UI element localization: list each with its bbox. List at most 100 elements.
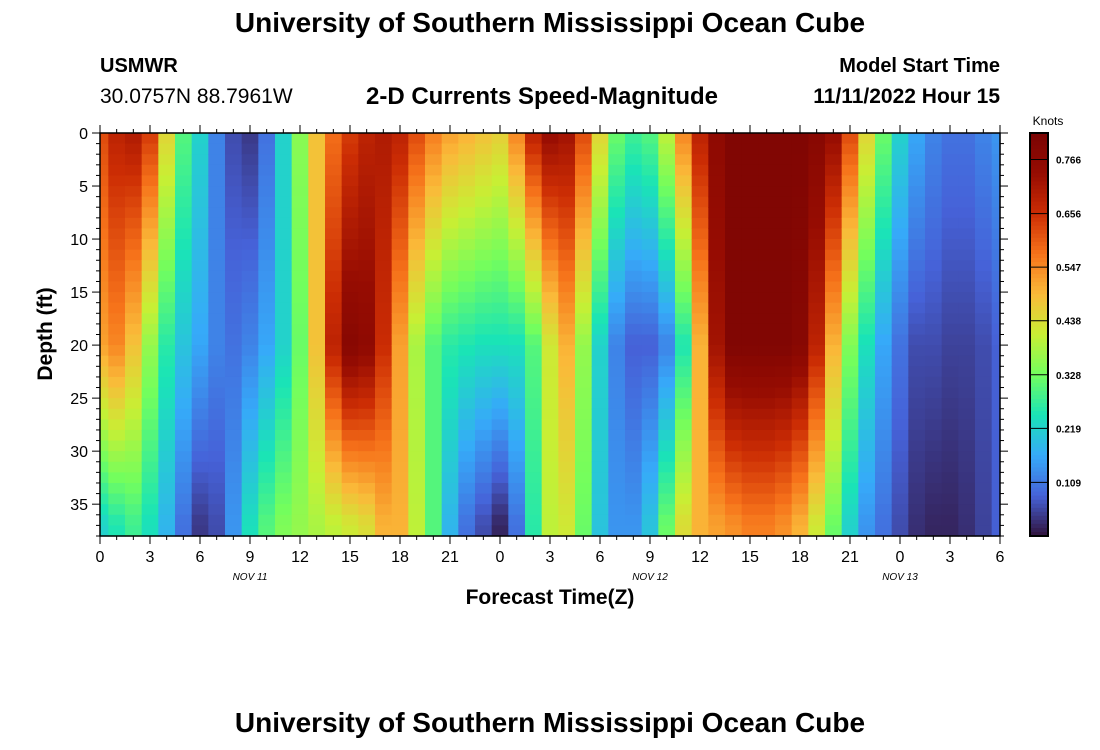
heatmap-cell	[858, 461, 876, 473]
heatmap-cell	[258, 302, 276, 314]
colorbar-tick-label: 0.766	[1056, 156, 1081, 167]
heatmap-cell	[108, 154, 126, 166]
heatmap-cell	[508, 143, 526, 155]
heatmap-cell	[625, 313, 643, 325]
x-tick-label: 21	[441, 549, 459, 566]
heatmap-cell	[925, 345, 943, 357]
heatmap-cell	[208, 461, 226, 473]
heatmap-cell	[925, 387, 943, 399]
heatmap-cell	[991, 504, 1001, 516]
heatmap-cell	[908, 228, 926, 240]
heatmap-cell	[625, 186, 643, 198]
repeated-page-title: University of Southern Mississippi Ocean…	[234, 707, 866, 738]
heatmap-cell	[275, 186, 293, 198]
heatmap-cell	[641, 270, 659, 283]
heatmap-cell	[925, 323, 943, 336]
heatmap-cell	[625, 164, 643, 177]
heatmap-cell	[408, 217, 426, 230]
heatmap-cell	[725, 186, 743, 198]
heatmap-cell	[591, 270, 609, 283]
heatmap-cell	[608, 504, 626, 516]
heatmap-cell	[191, 504, 209, 516]
colorbar-swatch	[1030, 415, 1048, 420]
heatmap-cell	[341, 514, 359, 526]
heatmap-cell	[541, 292, 559, 304]
heatmap-cell	[808, 228, 826, 240]
heatmap-cell	[358, 504, 376, 516]
heatmap-cell	[825, 281, 843, 293]
heatmap-cell	[175, 302, 193, 314]
heatmap-cell	[108, 440, 126, 452]
heatmap-cell	[858, 525, 876, 537]
heatmap-cell	[858, 451, 876, 463]
heatmap-cell	[991, 249, 1001, 261]
heatmap-cell	[291, 334, 309, 346]
heatmap-cell	[841, 313, 859, 325]
heatmap-cell	[491, 334, 509, 346]
heatmap-cell	[375, 398, 393, 410]
heatmap-cell	[641, 196, 659, 208]
heatmap-cell	[991, 175, 1001, 187]
heatmap-cell	[258, 239, 276, 251]
heatmap-cell	[391, 154, 409, 166]
heatmap-cell	[191, 440, 209, 452]
heatmap-cell	[658, 408, 676, 420]
heatmap-cell	[575, 260, 593, 272]
heatmap-cell	[291, 398, 309, 410]
heatmap-cell	[625, 440, 643, 452]
heatmap-cell	[891, 133, 909, 145]
heatmap-cell	[575, 493, 593, 505]
heatmap-cell	[100, 175, 109, 187]
heatmap-cell	[941, 514, 959, 526]
heatmap-cell	[908, 249, 926, 261]
heatmap-cell	[308, 451, 326, 463]
heatmap-cell	[725, 313, 743, 325]
heatmap-cell	[391, 514, 409, 526]
heatmap-cell	[508, 514, 526, 526]
heatmap-cell	[925, 239, 943, 251]
heatmap-cell	[375, 514, 393, 526]
heatmap-cell	[558, 186, 576, 198]
heatmap-cell	[641, 366, 659, 378]
heatmap-cell	[875, 228, 893, 240]
heatmap-cell	[358, 419, 376, 431]
heatmap-cell	[675, 408, 693, 420]
heatmap-cell	[641, 525, 659, 537]
heatmap-cell	[691, 270, 709, 283]
heatmap-cell	[291, 376, 309, 389]
heatmap-cell	[791, 260, 809, 272]
heatmap-cell	[475, 207, 493, 219]
colorbar-swatch	[1030, 221, 1048, 227]
heatmap-cell	[758, 143, 776, 155]
heatmap-cell	[691, 323, 709, 336]
heatmap-cell	[575, 525, 593, 537]
heatmap-cell	[725, 419, 743, 431]
heatmap-cell	[491, 164, 509, 177]
heatmap-cell	[458, 154, 476, 166]
heatmap-cell	[208, 292, 226, 304]
heatmap-cell	[491, 345, 509, 357]
heatmap-cell	[475, 133, 493, 145]
heatmap-cell	[691, 313, 709, 325]
heatmap-cell	[241, 355, 259, 367]
heatmap-cell	[908, 143, 926, 155]
heatmap-cell	[941, 207, 959, 219]
heatmap-cell	[158, 196, 176, 208]
heatmap-cell	[925, 408, 943, 420]
heatmap-cell	[108, 186, 126, 198]
heatmap-cell	[658, 143, 676, 155]
colorbar-swatch	[1030, 350, 1048, 356]
heatmap-cell	[191, 292, 209, 304]
heatmap-cell	[941, 398, 959, 410]
heatmap-cell	[308, 217, 326, 230]
heatmap-cell	[808, 419, 826, 431]
heatmap-cell	[541, 408, 559, 420]
heatmap-cell	[758, 334, 776, 346]
heatmap-cell	[575, 398, 593, 410]
heatmap-cell	[708, 429, 726, 442]
heatmap-cell	[891, 482, 909, 495]
heatmap-cell	[541, 429, 559, 442]
heatmap-cell	[625, 334, 643, 346]
heatmap-cell	[641, 313, 659, 325]
heatmap-cell	[525, 398, 543, 410]
